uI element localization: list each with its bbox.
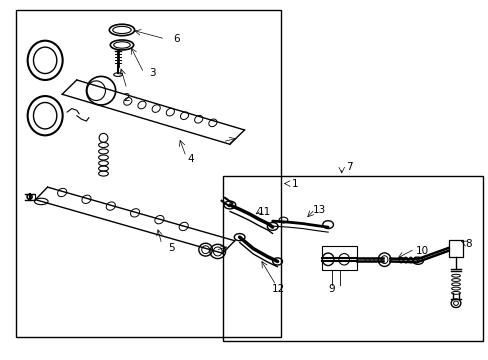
Text: 8: 8 — [464, 239, 470, 249]
Ellipse shape — [27, 194, 32, 199]
Text: 9: 9 — [328, 284, 335, 294]
Text: 13: 13 — [313, 205, 326, 215]
Bar — [16, 10, 281, 337]
Text: 12: 12 — [271, 284, 285, 294]
Text: 6: 6 — [173, 34, 180, 44]
Text: 10: 10 — [415, 247, 427, 256]
Text: 7: 7 — [345, 162, 352, 172]
Bar — [322, 246, 357, 270]
Text: 3: 3 — [148, 68, 155, 78]
Bar — [222, 176, 482, 341]
Text: 2: 2 — [123, 93, 130, 103]
Text: 5: 5 — [168, 243, 175, 253]
Bar — [448, 240, 462, 257]
Text: 11: 11 — [257, 207, 270, 217]
Text: 1: 1 — [292, 179, 298, 189]
Text: 4: 4 — [187, 154, 194, 163]
